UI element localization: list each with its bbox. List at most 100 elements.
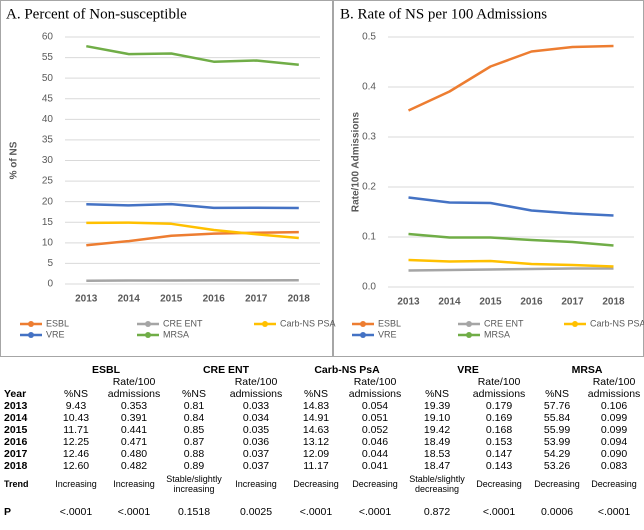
legend-item: ESBL	[20, 318, 69, 328]
table-cell: Stable/slightly increasing	[166, 474, 222, 494]
table-cell: 0.052	[361, 424, 389, 436]
table-cell: 55.99	[543, 424, 571, 436]
table-cell: 18.49	[423, 436, 451, 448]
legend-label: MRSA	[163, 329, 189, 339]
table-cell: Decreasing	[591, 479, 637, 489]
x-tick-label: 2018	[602, 297, 625, 308]
table-cell: <.0001	[482, 506, 516, 518]
table-cell: 0.036	[242, 436, 270, 448]
table-cell: 0.143	[485, 460, 513, 472]
legend-marker	[28, 321, 34, 327]
legend-marker	[466, 332, 472, 338]
table-cell: 14.91	[302, 412, 330, 424]
column-header: %NS	[182, 388, 206, 400]
table-cell: 2017	[4, 448, 28, 460]
table-row: 2013 9.43 0.353 0.81 0.033 14.83 0.054 19.39 0.1…	[0, 400, 644, 412]
x-tick-label: 2014	[438, 297, 461, 308]
table-cell: 57.76	[543, 400, 571, 412]
table-cell: 0.147	[485, 448, 513, 460]
table-cell: 11.17	[303, 460, 329, 472]
table-cell: 0.81	[183, 400, 205, 412]
table-cell: 55.84	[543, 412, 571, 424]
panel-border	[0, 0, 333, 357]
table-cell	[0, 360, 48, 376]
x-tick-label: 2017	[245, 294, 268, 305]
table-cell: 0.88	[183, 448, 205, 460]
legend-label: MRSA	[484, 329, 510, 339]
table-cell: 0.090	[600, 448, 628, 460]
series-line	[407, 44, 614, 112]
table-cell: Increasing	[55, 479, 97, 489]
table-cell: <.0001	[597, 506, 631, 518]
x-tick-label: 2018	[288, 294, 311, 305]
y-axis-label: % of NS	[9, 141, 20, 179]
table-cell: 0.179	[485, 400, 513, 412]
table-cell: 0.106	[600, 400, 628, 412]
legend-item: MRSA	[137, 329, 189, 339]
table-row: 2017 12.46 0.480 0.88 0.037 12.09 0.044 18.53 0.…	[0, 448, 644, 460]
column-header: Rate/100 admissions	[472, 376, 526, 400]
table-cell: 0.482	[120, 460, 148, 472]
table-cell: 2013	[4, 400, 28, 412]
group-header: CRE ENT	[202, 364, 250, 376]
y-tick-label: 40	[42, 114, 54, 125]
table-cell: 9.43	[65, 400, 87, 412]
y-tick-label: 30	[42, 155, 54, 166]
table-cell: Stable/slightly decreasing	[409, 474, 465, 494]
table-cell: 0.046	[361, 436, 389, 448]
table-row: 2015 11.71 0.441 0.85 0.035 14.63 0.052 19.42 0.…	[0, 424, 644, 436]
table-cell: Decreasing	[534, 479, 580, 489]
legend-item: VRE	[352, 329, 397, 339]
y-tick-label: 0	[47, 279, 53, 290]
legend-marker	[28, 332, 34, 338]
x-tick-label: 2015	[479, 297, 502, 308]
column-header: Rate/100 admissions	[348, 376, 402, 400]
y-tick-label: 0.1	[362, 232, 376, 243]
legend-marker	[466, 321, 472, 327]
y-tick-label: 10	[42, 237, 54, 248]
table-cell: <.0001	[59, 506, 93, 518]
legend-marker	[145, 332, 151, 338]
table-cell: 0.094	[600, 436, 628, 448]
y-tick-label: 20	[42, 196, 54, 207]
y-tick-label: 60	[42, 32, 54, 43]
legend-marker	[145, 321, 151, 327]
legend-label: ESBL	[46, 318, 69, 328]
table-cell: <.0001	[299, 506, 333, 518]
x-tick-label: 2017	[561, 297, 584, 308]
series-line	[86, 202, 299, 210]
y-tick-label: 35	[42, 135, 54, 146]
legend-label: Carb-NS PSA	[280, 318, 336, 328]
y-axis-label: Rate/100 Admissions	[351, 111, 362, 212]
x-tick-label: 2016	[520, 297, 543, 308]
legend-item: CRE ENT	[137, 318, 203, 328]
group-row: ESBL CRE ENT Carb-NS PsA VRE MRSA	[0, 360, 644, 376]
table-cell: 0.0025	[239, 506, 273, 518]
column-header: Rate/100 admissions	[229, 376, 283, 400]
table-cell: 0.169	[485, 412, 513, 424]
series-line	[408, 258, 614, 268]
table-cell: 0.1518	[177, 506, 211, 518]
y-tick-label: 0.3	[362, 132, 376, 143]
table-cell: 0.041	[361, 460, 389, 472]
series-line	[408, 267, 614, 272]
legend-label: VRE	[378, 329, 397, 339]
legend-item: CRE ENT	[458, 318, 524, 328]
table-cell: 19.10	[423, 412, 451, 424]
table-cell: 19.39	[423, 400, 451, 412]
legend-label: Carb-NS PSA	[590, 318, 644, 328]
table-cell: 0.480	[120, 448, 148, 460]
legend-marker	[360, 321, 366, 327]
series-line	[408, 196, 614, 217]
table-cell: 14.83	[302, 400, 330, 412]
y-tick-label: 0.2	[362, 182, 376, 193]
group-header: VRE	[457, 364, 479, 376]
legend-item: Carb-NS PSA	[254, 318, 336, 328]
data-table: ESBL CRE ENT Carb-NS PsA VRE MRSA Year %NS Rate…	[0, 360, 644, 518]
table-row: 2018 12.60 0.482 0.89 0.037 11.17 0.041 18.47 0.…	[0, 460, 644, 472]
table-cell: 18.47	[423, 460, 451, 472]
x-tick-label: 2013	[397, 297, 420, 308]
table-cell: 0.037	[242, 460, 270, 472]
column-header: %NS	[64, 388, 88, 400]
